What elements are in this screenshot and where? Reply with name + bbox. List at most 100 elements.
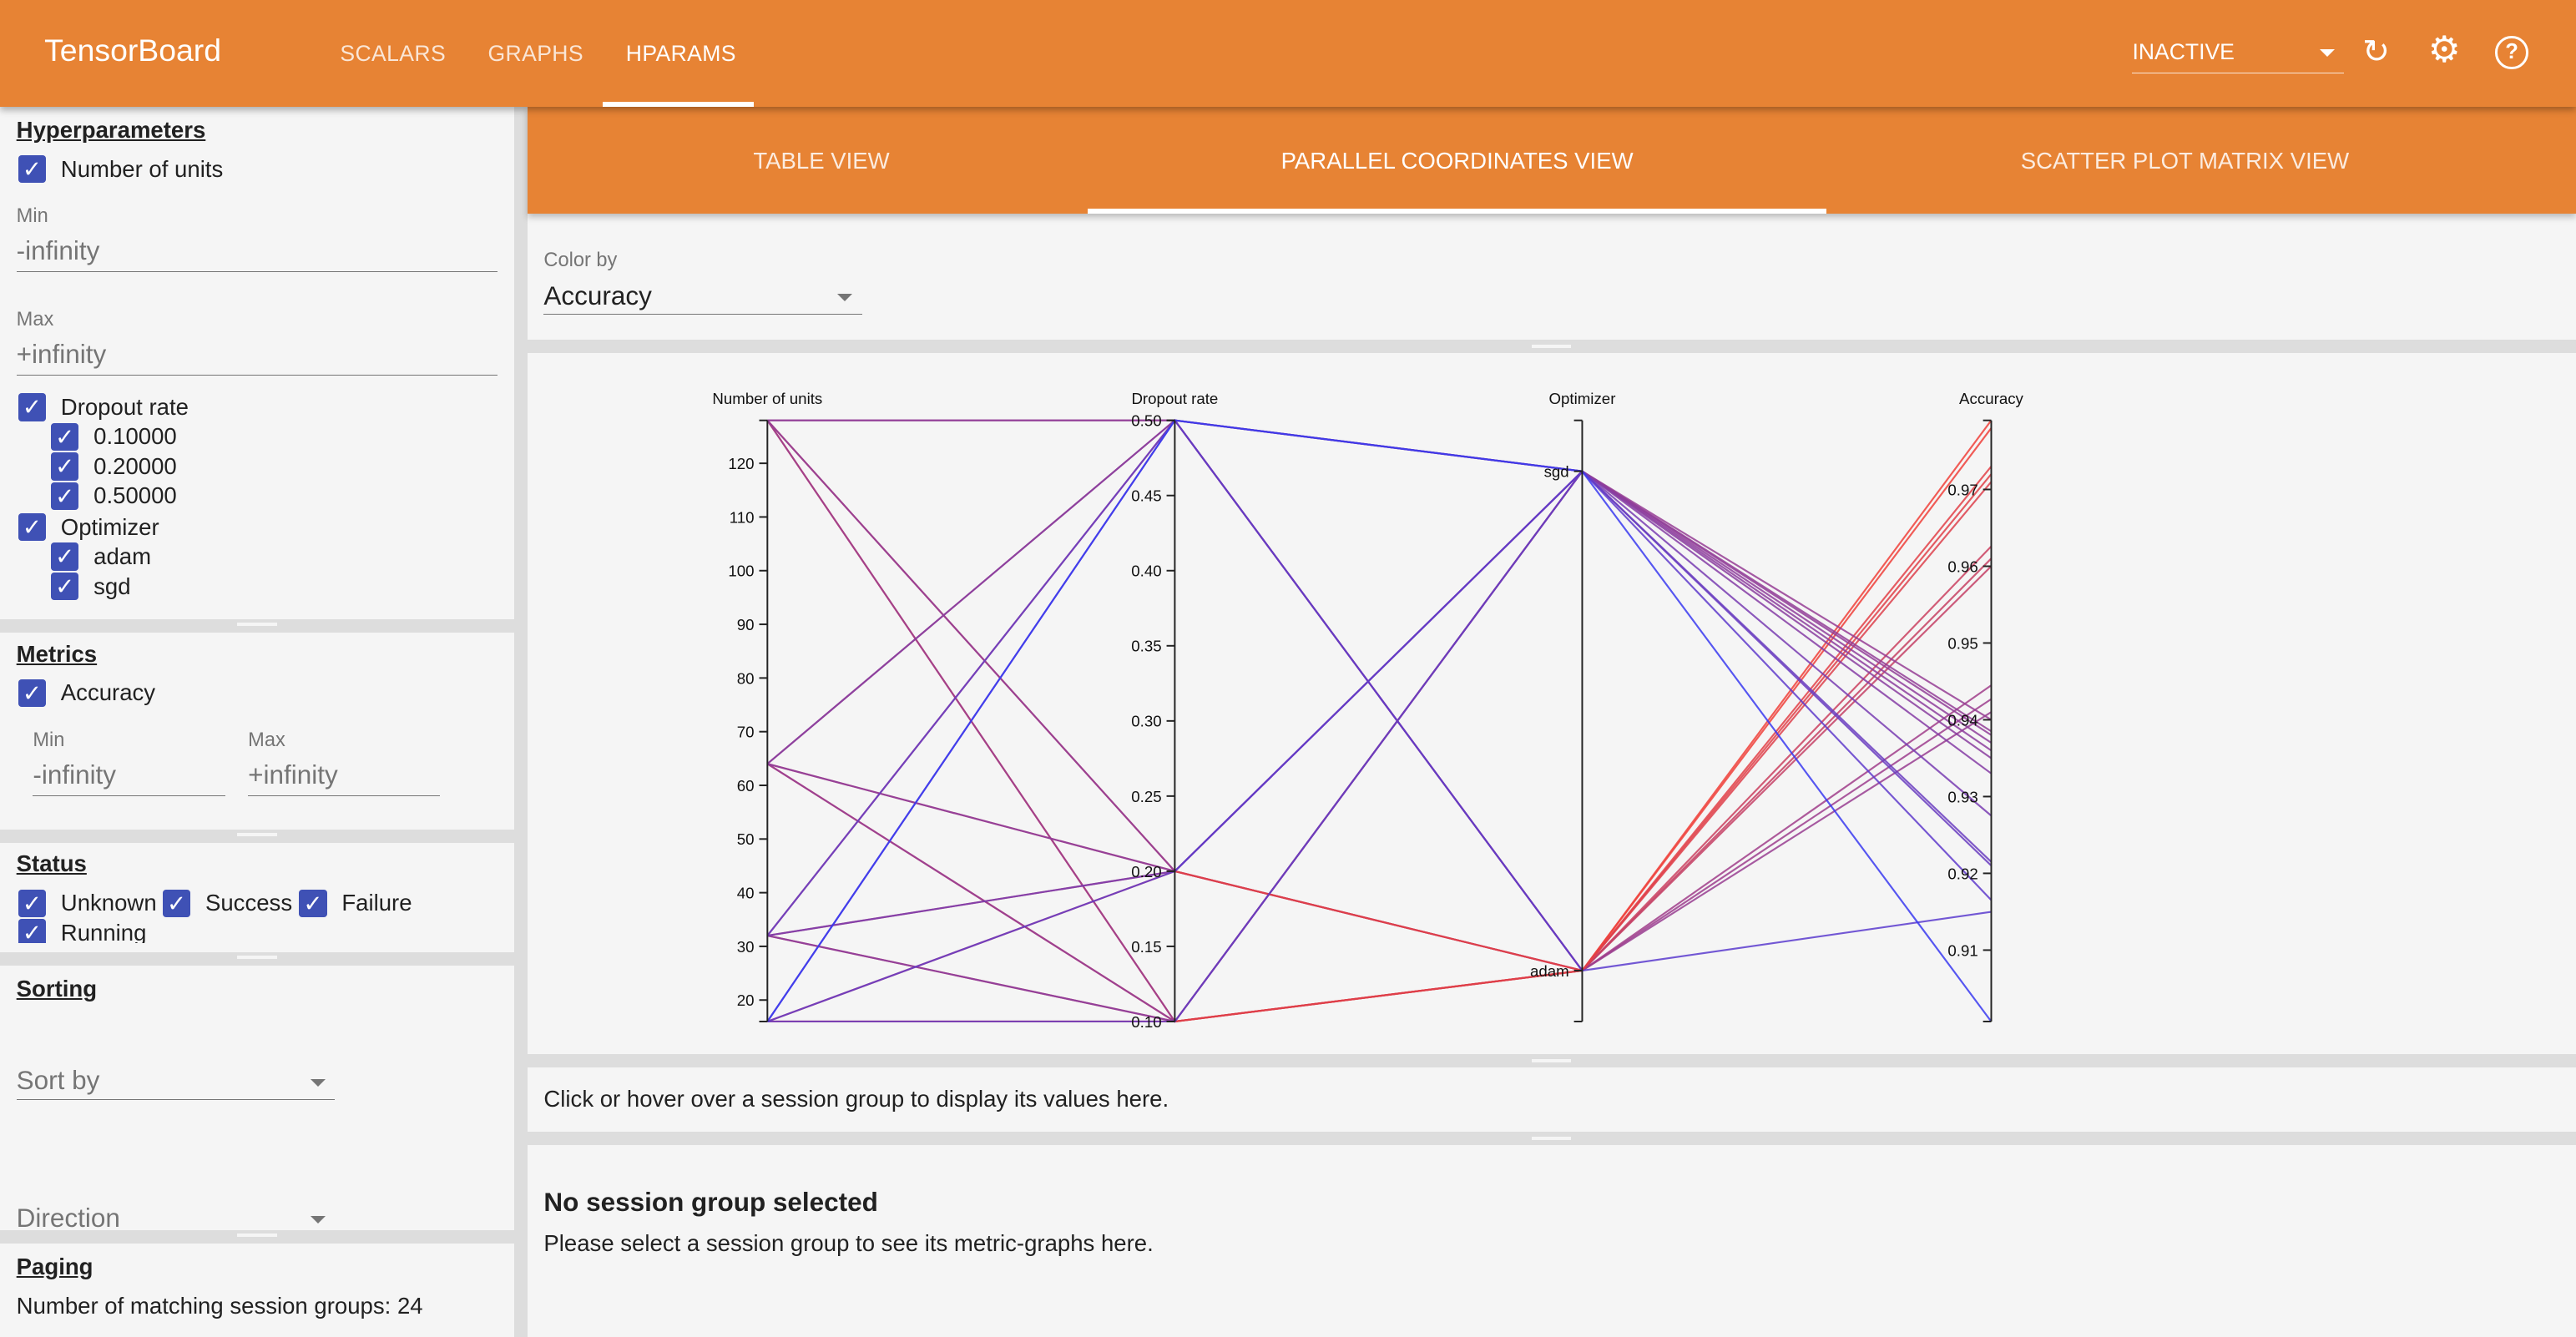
color-by-dropdown[interactable]: Accuracy (543, 280, 863, 315)
section-resize-handle[interactable] (0, 1230, 514, 1244)
tab-scalars[interactable]: SCALARS (340, 41, 447, 67)
checkbox-accuracy[interactable]: ✓ Accuracy (18, 679, 155, 708)
no-selection-text: Please select a session group to see its… (543, 1230, 1154, 1257)
session-group-line[interactable] (767, 470, 1992, 1023)
session-group-line[interactable] (766, 418, 1992, 1022)
checkbox-dropout-0.5[interactable]: ✓ 0.50000 (51, 482, 177, 511)
tab-hparams[interactable]: HPARAMS (625, 41, 736, 67)
checkbox-optimizer-adam[interactable]: ✓ adam (51, 542, 151, 571)
checkbox-status-running[interactable]: ✓ Running (18, 918, 146, 943)
check-icon: ✓ (51, 572, 79, 601)
refresh-icon[interactable]: ↻ (2361, 33, 2390, 71)
tick-label: 70 (737, 724, 755, 741)
tick-label: 120 (728, 455, 754, 472)
tab-table-view[interactable]: TABLE VIEW (753, 148, 890, 174)
run-status-value: INACTIVE (2132, 39, 2235, 65)
section-resize-handle[interactable] (0, 618, 514, 633)
check-icon: ✓ (18, 393, 47, 421)
check-icon: ✓ (51, 542, 79, 571)
tick-label: 0.45 (1131, 487, 1161, 505)
checkbox-label: sgd (93, 573, 131, 599)
checkbox-label: Unknown (60, 890, 157, 916)
accuracy-max-input[interactable]: +infinity (248, 760, 441, 797)
parallel-coordinates-chart[interactable]: Number of units 20 30 40 50 60 70 80 90 100 110 120… (528, 353, 2576, 1054)
units-min-input[interactable]: -infinity (16, 236, 498, 273)
accuracy-min-input[interactable]: -infinity (33, 760, 225, 797)
section-resize-handle[interactable] (0, 829, 514, 843)
check-icon: ✓ (51, 422, 79, 452)
session-group-line[interactable] (766, 419, 1993, 1022)
tick-label: 20 (737, 991, 755, 1009)
checkbox-optimizer-sgd[interactable]: ✓ sgd (51, 572, 131, 601)
tab-parallel-coordinates-view[interactable]: PARALLEL COORDINATES VIEW (1280, 148, 1634, 174)
checkbox-status-failure[interactable]: ✓ Failure (299, 889, 412, 918)
brand-title: TensorBoard (44, 33, 222, 68)
check-icon: ✓ (18, 889, 47, 918)
tick-label: 40 (737, 885, 755, 902)
gear-icon[interactable]: ⚙ (2427, 30, 2461, 71)
tick-label: 0.10 (1131, 1013, 1161, 1031)
axis-title: Accuracy (1959, 390, 2024, 407)
section-resize-handle[interactable] (0, 952, 514, 966)
axis-title: Number of units (712, 390, 822, 407)
direction-placeholder: Direction (16, 1203, 120, 1233)
tab-graphs[interactable]: GRAPHS (487, 41, 583, 67)
sorting-heading: Sorting (16, 975, 98, 1001)
session-group-line[interactable] (766, 420, 1992, 1023)
checkbox-dropout-0.2[interactable]: ✓ 0.20000 (51, 452, 177, 481)
checkbox-status-unknown[interactable]: ✓ Unknown (18, 889, 157, 918)
session-group-line[interactable] (766, 419, 1992, 765)
checkbox-status-success[interactable]: ✓ Success (162, 889, 292, 918)
chevron-down-icon (837, 294, 853, 301)
tick-label: 50 (737, 830, 755, 848)
tick-label: 0.30 (1131, 713, 1161, 730)
checkbox-number-of-units[interactable]: ✓ Number of units (18, 154, 223, 184)
sort-by-dropdown[interactable]: Sort by (16, 1066, 336, 1100)
top-bar: TensorBoard SCALARS GRAPHS HPARAMS INACT… (0, 0, 2576, 107)
tick-label: 0.20 (1131, 863, 1161, 880)
view-tabs: TABLE VIEW PARALLEL COORDINATES VIEW SCA… (527, 106, 2576, 214)
paging-heading: Paging (16, 1253, 93, 1279)
metrics-heading: Metrics (16, 640, 98, 667)
session-group-line[interactable] (766, 470, 1992, 1023)
accuracy-min-label: Min (33, 729, 65, 751)
panel-resize-handle[interactable] (527, 1054, 2576, 1068)
tick-label: 110 (730, 508, 755, 526)
session-group-line[interactable] (766, 420, 1993, 1023)
checkbox-label: adam (93, 543, 152, 570)
check-icon: ✓ (51, 482, 79, 511)
tick-label: 0.94 (1947, 711, 1977, 729)
session-group-line[interactable] (766, 419, 1992, 936)
tick-label: 0.97 (1947, 481, 1977, 498)
checkbox-optimizer[interactable]: ✓ Optimizer (18, 512, 159, 542)
tick-label: 0.95 (1947, 634, 1977, 652)
checkbox-label: Failure (341, 890, 412, 916)
session-group-line[interactable] (766, 565, 1992, 972)
help-icon[interactable]: ? (2495, 36, 2528, 69)
tick-label: 0.25 (1131, 788, 1161, 805)
checkbox-label: 0.10000 (93, 423, 177, 450)
sidebar-resize-handle[interactable] (513, 106, 528, 1337)
panel-resize-handle[interactable] (527, 1131, 2576, 1145)
checkbox-dropout-rate[interactable]: ✓ Dropout rate (18, 392, 189, 421)
check-icon: ✓ (18, 679, 47, 708)
color-by-value: Accuracy (543, 280, 652, 310)
hover-hint: Click or hover over a session group to d… (543, 1085, 1169, 1112)
session-group-line[interactable] (766, 427, 1993, 1023)
matching-session-groups: Number of matching session groups: 24 (16, 1292, 423, 1319)
sidebar: Hyperparameters ✓ Number of units Min -in… (0, 106, 514, 1337)
tick-label: 30 (737, 938, 755, 956)
tab-scatter-plot-matrix-view[interactable]: SCATTER PLOT MATRIX VIEW (2020, 148, 2350, 174)
units-max-input[interactable]: +infinity (16, 340, 498, 376)
panel-resize-handle[interactable] (527, 340, 2576, 354)
checkbox-label: Dropout rate (60, 394, 189, 421)
active-tab-indicator (603, 102, 755, 107)
hyperparameters-heading: Hyperparameters (16, 116, 206, 143)
checkbox-label: 0.20000 (93, 452, 177, 479)
session-group-line[interactable] (766, 420, 1992, 873)
run-status-dropdown[interactable]: INACTIVE (2132, 39, 2345, 73)
chevron-down-icon (310, 1078, 326, 1087)
color-by-label: Color by (543, 250, 618, 272)
checkbox-dropout-0.1[interactable]: ✓ 0.10000 (51, 422, 177, 452)
